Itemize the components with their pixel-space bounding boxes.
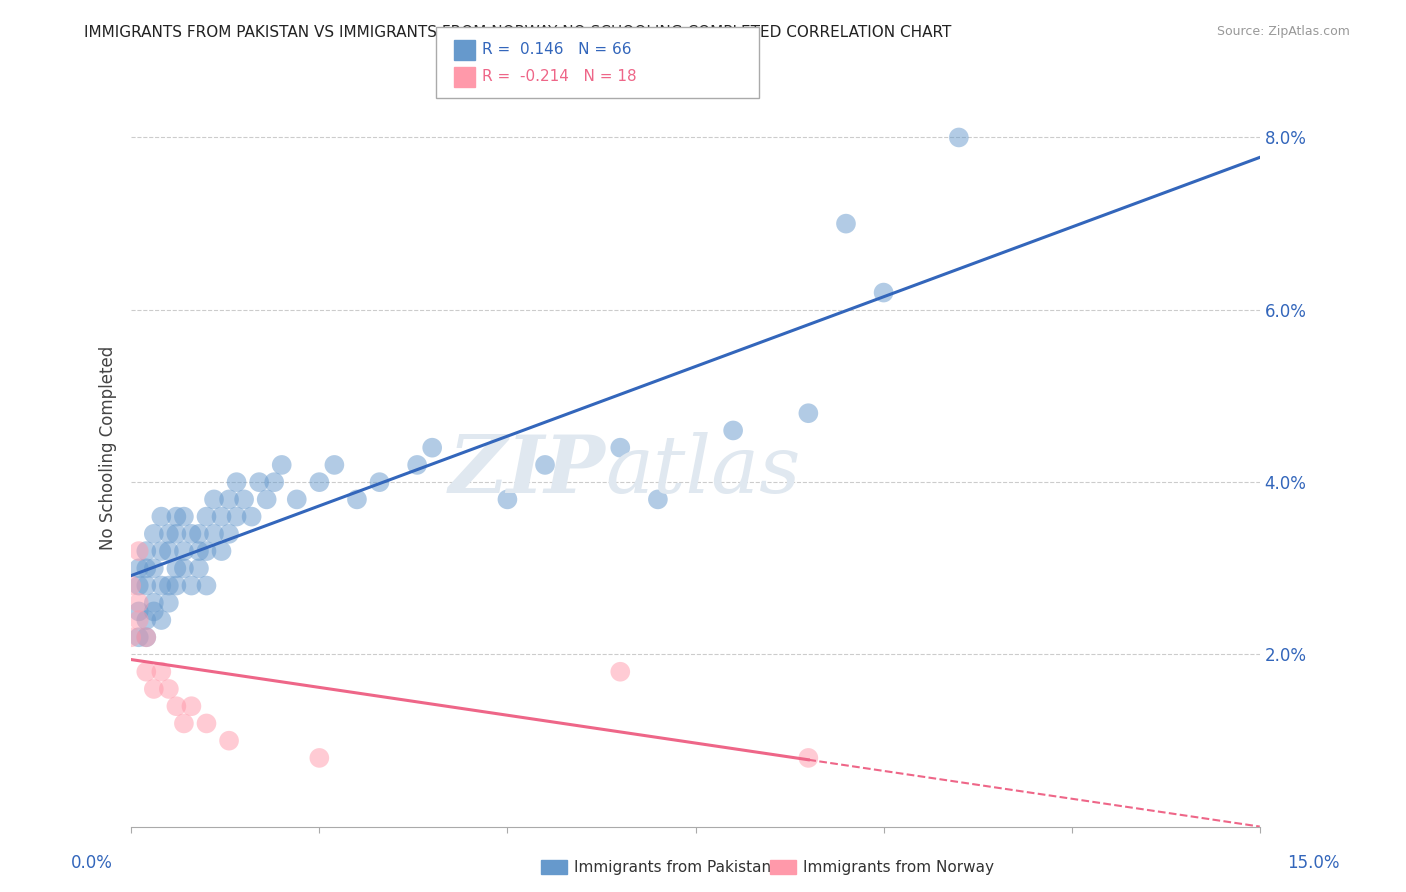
Point — [128, 544, 150, 558]
Point — [173, 561, 195, 575]
Point — [609, 441, 631, 455]
Point — [225, 509, 247, 524]
Point — [165, 578, 187, 592]
Point — [165, 561, 187, 575]
Text: IMMIGRANTS FROM PAKISTAN VS IMMIGRANTS FROM NORWAY NO SCHOOLING COMPLETED CORREL: IMMIGRANTS FROM PAKISTAN VS IMMIGRANTS F… — [84, 25, 952, 40]
Point — [142, 681, 165, 696]
Point — [308, 751, 330, 765]
Point — [346, 492, 368, 507]
Point — [647, 492, 669, 507]
Point — [135, 630, 157, 644]
Point — [180, 578, 202, 592]
Point — [195, 509, 218, 524]
Point — [135, 561, 157, 575]
Y-axis label: No Schooling Completed: No Schooling Completed — [100, 345, 117, 549]
Point — [721, 424, 744, 438]
Point — [233, 492, 256, 507]
Point — [157, 681, 180, 696]
Point — [195, 544, 218, 558]
Point — [534, 458, 557, 472]
Point — [202, 492, 225, 507]
Point — [157, 578, 180, 592]
Point — [157, 526, 180, 541]
Point — [270, 458, 292, 472]
Point — [202, 526, 225, 541]
Point — [150, 578, 173, 592]
Point — [150, 665, 173, 679]
Text: ZIP: ZIP — [449, 432, 605, 509]
Point — [165, 509, 187, 524]
Point — [142, 526, 165, 541]
Point — [308, 475, 330, 490]
Point — [128, 578, 150, 592]
Point — [173, 544, 195, 558]
Text: atlas: atlas — [605, 432, 800, 509]
Point — [420, 441, 443, 455]
Point — [256, 492, 278, 507]
Point — [285, 492, 308, 507]
Text: Immigrants from Pakistan: Immigrants from Pakistan — [574, 860, 770, 874]
Point — [150, 544, 173, 558]
Point — [180, 699, 202, 714]
Point — [128, 596, 150, 610]
Point — [225, 475, 247, 490]
Point — [165, 526, 187, 541]
Text: R =  -0.214   N = 18: R = -0.214 N = 18 — [482, 70, 637, 84]
Point — [188, 544, 211, 558]
Point — [150, 613, 173, 627]
Point — [609, 665, 631, 679]
Point — [872, 285, 894, 300]
Point — [142, 596, 165, 610]
Point — [247, 475, 270, 490]
Point — [135, 630, 157, 644]
Point — [218, 526, 240, 541]
Point — [173, 716, 195, 731]
Point — [128, 630, 150, 644]
Point — [128, 613, 150, 627]
Point — [142, 561, 165, 575]
Text: Source: ZipAtlas.com: Source: ZipAtlas.com — [1216, 25, 1350, 38]
Point — [195, 578, 218, 592]
Point — [797, 751, 820, 765]
Point — [150, 509, 173, 524]
Point — [157, 596, 180, 610]
Point — [142, 604, 165, 618]
Point — [211, 544, 233, 558]
Text: R =  0.146   N = 66: R = 0.146 N = 66 — [482, 43, 631, 57]
Point — [188, 526, 211, 541]
Point — [180, 526, 202, 541]
Point — [195, 716, 218, 731]
Point — [135, 544, 157, 558]
Point — [368, 475, 391, 490]
Point — [157, 544, 180, 558]
Text: 0.0%: 0.0% — [70, 855, 112, 872]
Point — [120, 578, 142, 592]
Point — [135, 578, 157, 592]
Point — [165, 699, 187, 714]
Point — [835, 217, 858, 231]
Point — [128, 561, 150, 575]
Point — [128, 604, 150, 618]
Point — [120, 630, 142, 644]
Point — [240, 509, 263, 524]
Point — [263, 475, 285, 490]
Point — [173, 509, 195, 524]
Text: 15.0%: 15.0% — [1286, 855, 1340, 872]
Point — [496, 492, 519, 507]
Point — [323, 458, 346, 472]
Point — [135, 665, 157, 679]
Point — [218, 733, 240, 747]
Point — [211, 509, 233, 524]
Point — [188, 561, 211, 575]
Point — [406, 458, 429, 472]
Point — [218, 492, 240, 507]
Text: Immigrants from Norway: Immigrants from Norway — [803, 860, 994, 874]
Point — [797, 406, 820, 420]
Point — [135, 613, 157, 627]
Point — [948, 130, 970, 145]
